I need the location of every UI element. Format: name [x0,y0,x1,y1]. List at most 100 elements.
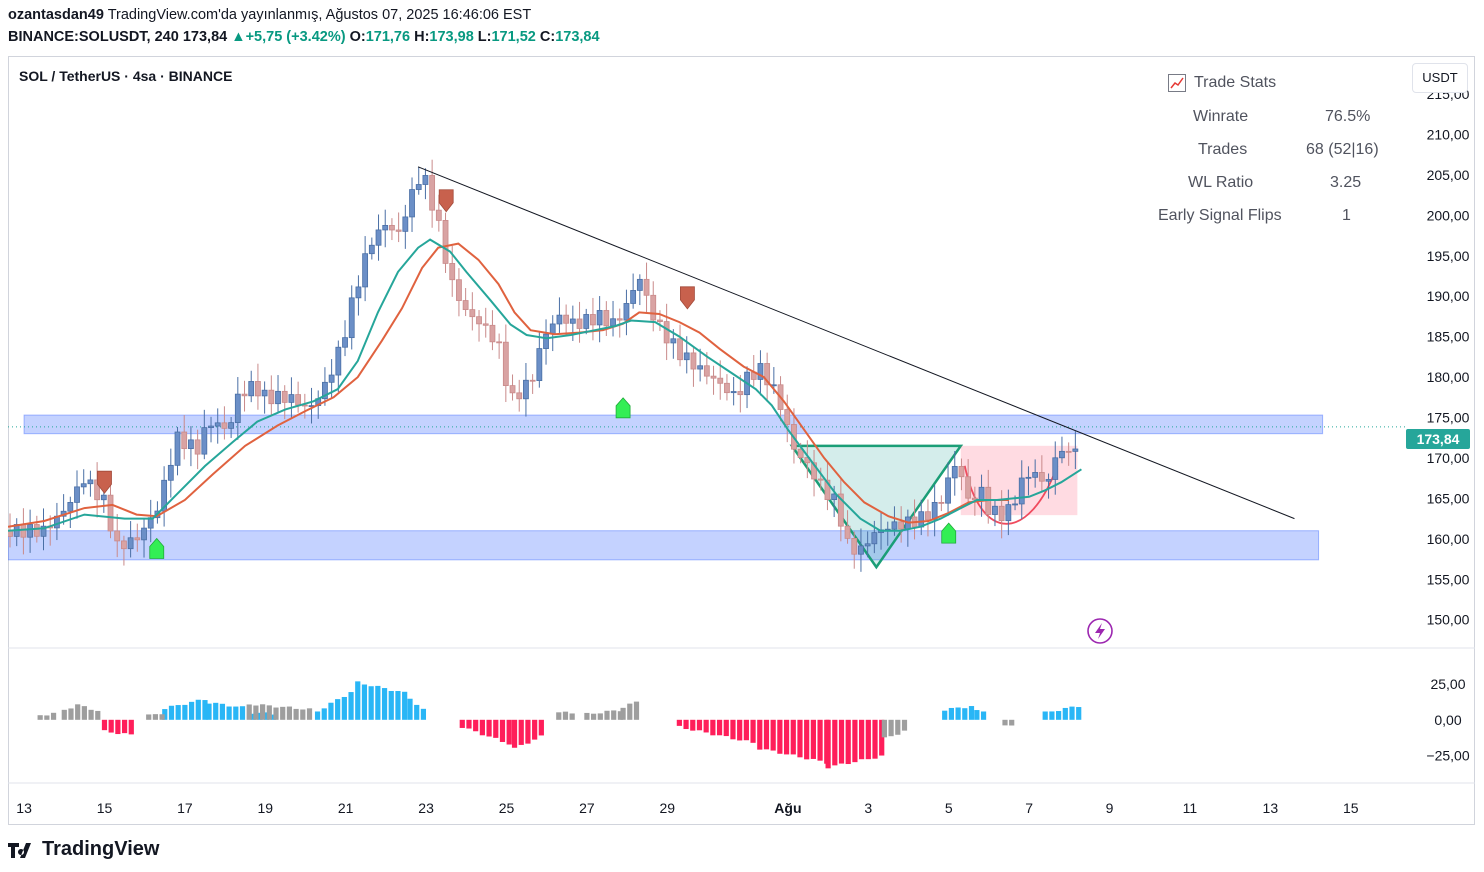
candle [462,287,469,317]
candle-body [1018,477,1025,505]
candle-body [891,521,898,530]
candle-body [188,439,194,450]
candle-body [1012,503,1018,506]
histogram-bar-positive [395,691,401,720]
candle-body [87,479,94,485]
stat-label-trades: Trades [1198,141,1248,158]
histogram-bar-positive [381,688,388,720]
trade-stats-title[interactable]: Trade Stats [1168,74,1276,92]
candle [415,166,422,195]
currency-unit-button[interactable]: USDT [1412,63,1468,93]
histogram-bar-negative [128,719,134,735]
candle-body [938,501,945,504]
candle-body [543,333,549,349]
chart-canvas[interactable]: 215,00210,00205,00200,00195,00190,00185,… [8,56,1475,825]
candle [234,377,241,440]
tradingview-brand[interactable]: TradingView [8,838,159,861]
candle-body [74,486,80,503]
histogram-bar-positive [955,707,961,720]
candle [114,514,121,558]
price-tick-label: 165,00 [1427,490,1470,506]
candle [255,363,261,410]
candle-body [449,263,456,281]
candle-body [482,323,489,326]
oscillator-tick-label: 0,00 [1434,712,1461,728]
histogram-bar-negative [879,719,885,756]
time-tick-label: 7 [1025,800,1033,816]
time-tick-label: 21 [338,800,354,816]
candle-body [978,486,985,501]
candle [496,333,503,359]
candle [382,209,389,248]
histogram-bar-positive [270,714,276,720]
stat-value-winrate: 76.5% [1325,108,1371,125]
histogram-bar-negative [690,719,696,731]
histogram-bar-positive [968,706,975,720]
candle-body [33,524,40,537]
symbol-header: BINANCE:SOLUSDT, 240 173,84 ▲+5,75 (+3.4… [8,29,600,45]
candle-body [476,316,482,325]
candle [1005,489,1012,536]
histogram-bar-neutral [68,708,74,720]
candle [945,462,951,516]
histogram-bar-positive [264,712,270,720]
candle-body [402,216,409,232]
candle [201,409,208,460]
candle [536,332,543,388]
time-tick-label: 15 [97,800,113,816]
histogram-bar-negative [763,719,770,750]
candle-body [255,381,261,397]
histogram-bar-negative [703,719,709,733]
histogram-bar-negative [825,719,831,769]
candle-body [817,478,824,481]
candle [650,281,657,332]
candle [456,268,462,317]
histogram-bar-positive [239,706,246,720]
time-tick-label: 15 [1343,800,1359,816]
last-price-tag: 173,84 [1406,429,1470,449]
histogram-bar-negative [804,719,810,760]
histogram-bar-negative [790,719,796,755]
candle [1072,431,1079,470]
candle [824,462,831,511]
chart-legend[interactable]: SOL / TetherUS · 4sa · BINANCE [19,68,233,84]
candle [322,367,328,406]
histogram-bar-negative [473,719,479,732]
candle [998,490,1005,539]
time-tick-label: 27 [579,800,595,816]
candle-body [288,394,295,403]
candle-body [1005,504,1012,522]
author-name[interactable]: ozantasdan49 [8,7,104,23]
close-label: C: [539,29,556,45]
histogram-bar-positive [202,700,208,720]
histogram-bar-neutral [562,711,569,720]
brand-name: TradingView [42,838,160,860]
candle [1018,460,1025,520]
candle-body [596,310,603,326]
candle [208,416,214,443]
candle [241,380,248,412]
candle-body [275,390,281,405]
candle [174,426,181,476]
candle [275,375,281,413]
candle-body [27,524,34,538]
publish-header: ozantasdan49 TradingView.com'da yayınlan… [8,7,531,23]
histogram-bar-negative [121,719,128,734]
histogram-bar-positive [175,705,181,720]
candle [858,528,864,572]
candle-body [643,278,650,296]
candle [677,324,683,367]
candle-body [616,318,623,321]
histogram-bar-positive [219,703,226,720]
candle-body [831,493,838,500]
candle-body [925,511,931,521]
histogram-bar-negative [750,719,756,743]
candle-body [703,365,710,377]
histogram-bar-positive [962,708,968,720]
histogram-bar-positive [420,708,427,720]
histogram-bar-neutral [556,712,562,720]
candle [422,168,429,200]
time-tick-label: 11 [1183,800,1198,816]
candle-body [851,537,858,555]
stat-value-wl-ratio: 3.25 [1330,174,1362,191]
